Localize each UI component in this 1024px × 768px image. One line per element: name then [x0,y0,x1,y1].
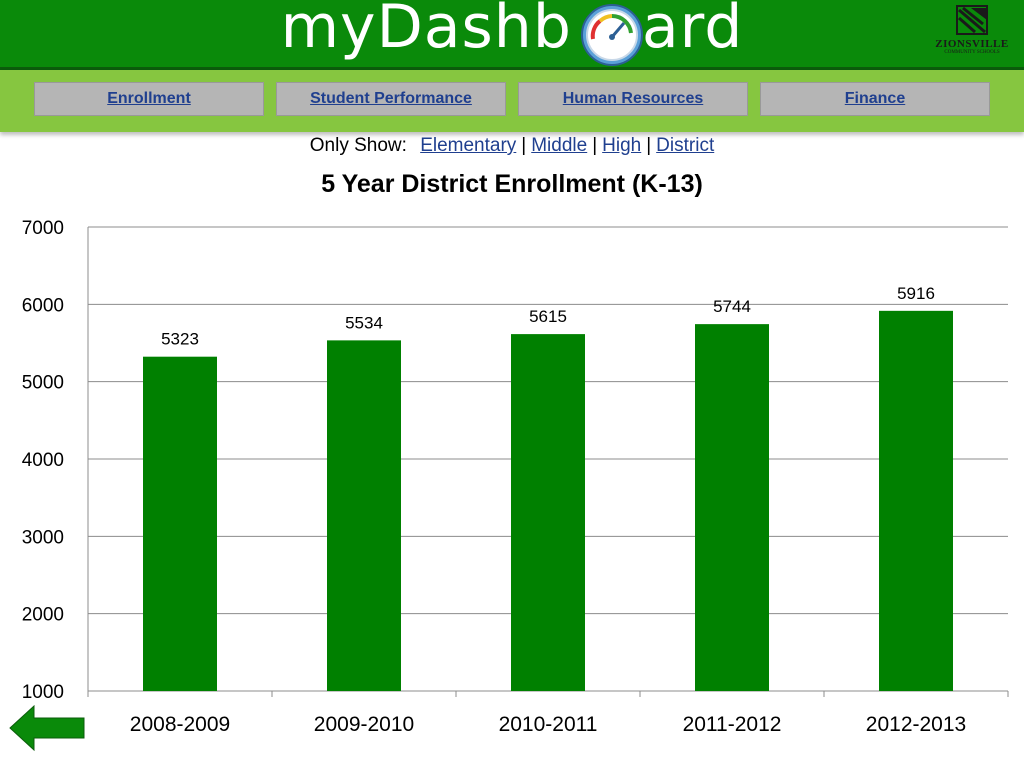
y-tick-label: 4000 [22,450,64,471]
gauge-icon [581,4,643,66]
logo-suffix: ard [641,0,744,62]
app-logo: myDashb ard [0,0,1024,62]
org-name: ZIONSVILLE [935,38,1009,50]
bar-2011-2012 [695,324,769,691]
data-label: 5534 [345,313,383,332]
y-tick-label: 7000 [22,218,64,239]
app-header: myDashb ard ZIONSVILLE COMMUNITY SCHOOLS [0,0,1024,70]
y-tick-label: 3000 [22,527,64,548]
y-tick-label: 5000 [22,373,64,394]
school-logo-icon [956,5,988,35]
filter-bar: Only Show: Elementary | Middle | High | Distri… [0,135,1024,157]
filter-middle-link[interactable]: Middle [531,135,588,156]
main-nav: Enrollment Student Performance Human Res… [0,70,1024,132]
filter-elementary-link[interactable]: Elementary [420,135,517,156]
filter-separator: | [646,135,652,156]
bar-2009-2010 [327,340,401,691]
x-tick-label: 2009-2010 [314,713,414,736]
y-tick-label: 1000 [22,682,64,703]
y-tick-label: 6000 [22,295,64,316]
nav-human-resources-button[interactable]: Human Resources [518,82,748,116]
nav-student-performance-button[interactable]: Student Performance [276,82,506,116]
bar-2012-2013 [879,310,953,691]
filter-separator: | [592,135,598,156]
data-label: 5323 [161,330,199,349]
bar-2010-2011 [511,334,585,691]
chart-title: 5 Year District Enrollment (K-13) [321,170,703,198]
logo-prefix: myDashb [280,0,572,62]
org-subtitle: COMMUNITY SCHOOLS [944,50,1000,55]
filter-separator: | [521,135,527,156]
data-label: 5615 [529,307,567,326]
back-arrow-icon[interactable] [8,704,86,752]
x-tick-label: 2011-2012 [683,713,782,736]
school-logo: ZIONSVILLE COMMUNITY SCHOOLS [932,4,1012,64]
nav-finance-button[interactable]: Finance [760,82,990,116]
filter-high-link[interactable]: High [602,135,642,156]
bar-2008-2009 [143,356,217,691]
data-label: 5744 [713,297,751,316]
filter-label: Only Show: [309,135,407,156]
enrollment-bar-chart: 1000 2000 3000 4000 5000 6000 7000 5323 2008-200… [22,218,1009,736]
y-tick-label: 2000 [22,605,64,626]
x-tick-label: 2010-2011 [499,713,598,736]
data-label: 5916 [897,284,935,303]
nav-enrollment-button[interactable]: Enrollment [34,82,264,116]
x-tick-label: 2012-2013 [866,713,966,736]
x-tick-label: 2008-2009 [130,713,230,736]
filter-district-link[interactable]: District [656,135,715,156]
